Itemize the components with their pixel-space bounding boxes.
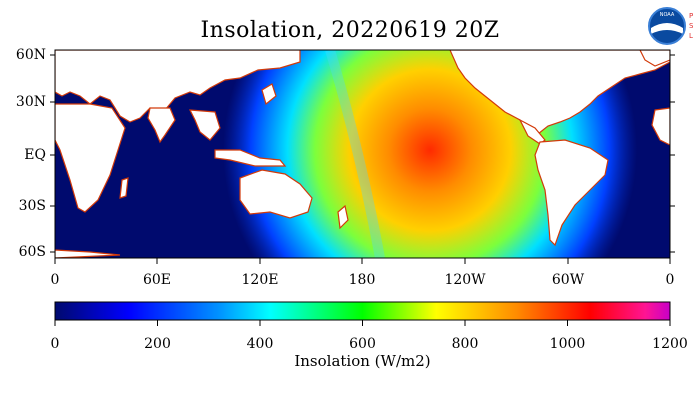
southeast-asia-land (188, 109, 221, 141)
lat-label-60s: 60S (18, 244, 46, 260)
noaa-logo-text: NOAA (660, 12, 675, 18)
noaa-psl-logo: NOAA P S L (648, 7, 693, 45)
colorbar-tick-200: 200 (144, 336, 171, 352)
colorbar-tick-600: 600 (349, 336, 376, 352)
map-title: Insolation, 20220619 20Z (200, 18, 500, 43)
lon-label-60w: 60W (551, 272, 585, 288)
lat-label-60n: 60N (15, 47, 46, 63)
japan-land (261, 83, 277, 106)
north-america-land (449, 50, 670, 135)
lat-label-30n: 30N (15, 94, 46, 110)
antarctic-land (55, 249, 121, 258)
colorbar-label: Insolation (W/m2) (294, 352, 431, 370)
africa-west-land (651, 107, 670, 146)
colorbar-tick-400: 400 (246, 336, 274, 352)
noaa-logo-bird (651, 23, 683, 34)
colorbar (54, 301, 671, 321)
lat-label-eq: EQ (24, 147, 46, 163)
lat-label-30s: 30S (18, 198, 46, 214)
colorbar-tick-0: 0 (50, 336, 60, 352)
australia-land (239, 169, 313, 219)
lon-label-180: 180 (348, 272, 376, 288)
colorbar-tick-800: 800 (451, 336, 479, 352)
lon-label-60e: 60E (142, 272, 172, 288)
south-america-land (534, 139, 609, 247)
lon-label-120w: 120W (444, 272, 486, 288)
colorbar-ticks (54, 320, 671, 326)
greenland-land (639, 50, 670, 67)
colorbar-tick-1200: 1200 (652, 336, 688, 352)
india-land (147, 107, 176, 144)
lon-label-120e: 120E (241, 272, 279, 288)
sunglint-band (325, 50, 385, 258)
new-zealand-land (337, 204, 349, 230)
lon-label-0: 0 (50, 272, 60, 288)
lon-label-0-right: 0 (665, 272, 675, 288)
lat-ticks (50, 54, 675, 253)
indonesia-land (214, 149, 287, 167)
lon-ticks (54, 258, 671, 264)
land-masses (55, 50, 670, 258)
psl-letter-l: L (689, 32, 693, 40)
psl-letter-s: S (689, 22, 693, 30)
africa-land (55, 103, 126, 213)
colorbar-tick-1000: 1000 (549, 336, 586, 352)
psl-letter-p: P (689, 12, 693, 20)
madagascar-land (119, 177, 129, 199)
